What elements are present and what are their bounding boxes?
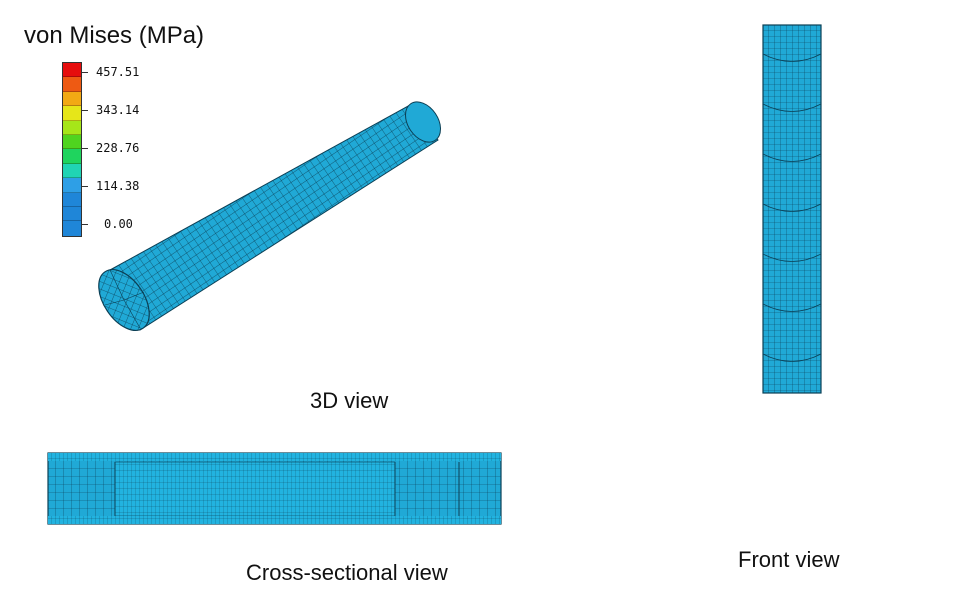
legend-value-label: 0.00 xyxy=(104,217,133,231)
legend-band xyxy=(63,192,81,208)
legend-tick xyxy=(82,186,88,187)
legend-value-label: 228.76 xyxy=(96,141,140,155)
legend-tick xyxy=(82,110,88,111)
legend-band xyxy=(63,91,81,107)
legend-tick xyxy=(82,72,88,73)
legend-band xyxy=(63,106,81,121)
legend-tick xyxy=(82,148,88,149)
legend-value-label: 457.51 xyxy=(96,65,140,79)
legend-band xyxy=(63,178,81,193)
color-legend-bar xyxy=(62,62,82,237)
front-view-cylinder xyxy=(762,24,822,394)
iso-view-label: 3D view xyxy=(310,388,389,413)
legend-band xyxy=(63,77,81,92)
legend-band xyxy=(63,135,81,150)
cross-section-view xyxy=(47,452,502,525)
legend-title: von Mises (MPa) xyxy=(24,22,205,49)
legend-band xyxy=(63,207,81,222)
legend-band xyxy=(63,163,81,179)
legend-value-label: 343.14 xyxy=(96,103,140,117)
legend-value-label: 114.38 xyxy=(96,179,140,193)
front-view-label: Front view xyxy=(738,547,840,572)
legend-band xyxy=(63,63,81,78)
legend-tick xyxy=(82,224,88,225)
iso-view-cylinder xyxy=(98,101,441,331)
cross-section-label: Cross-sectional view xyxy=(246,560,448,585)
legend-band xyxy=(63,221,81,236)
legend-band xyxy=(63,149,81,164)
legend-band xyxy=(63,120,81,136)
